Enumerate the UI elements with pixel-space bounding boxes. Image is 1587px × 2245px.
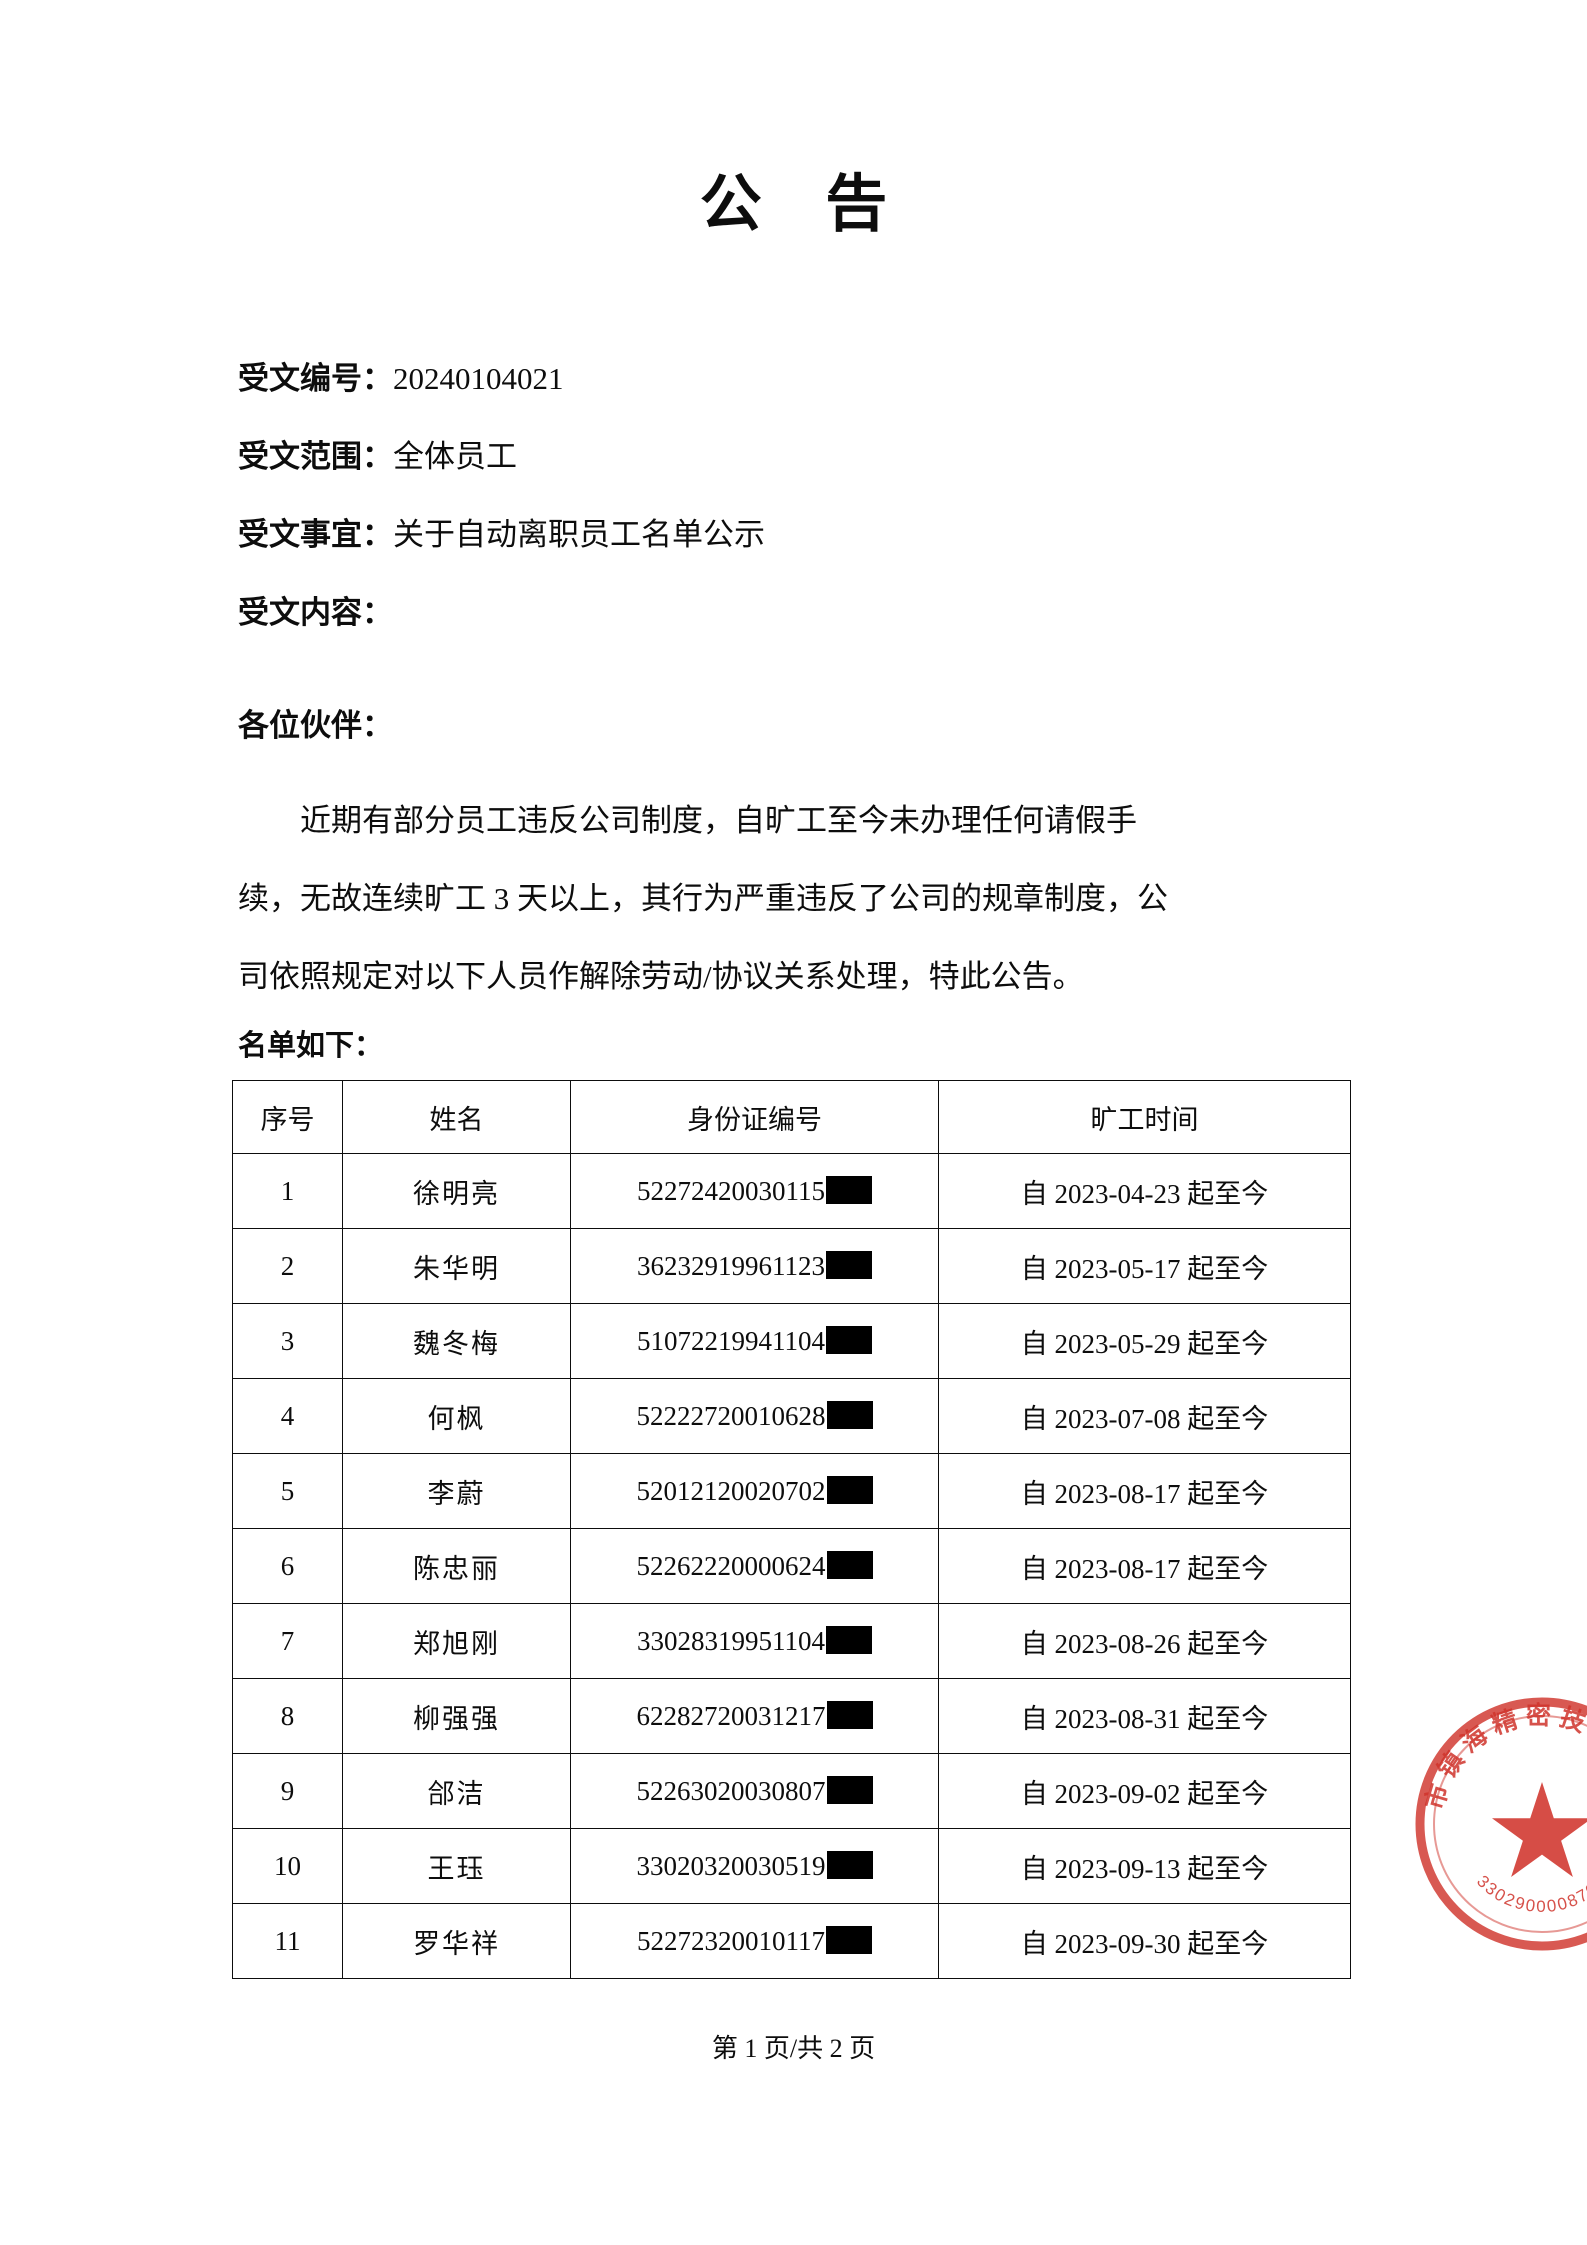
cell-id-number: 51072219941104 [570,1303,939,1379]
cell-index: 3 [232,1303,343,1379]
cell-id-number: 52263020030807 [570,1753,939,1829]
meta-label-content: 受文内容： [238,594,393,630]
cell-id-number: 33028319951104 [570,1603,939,1679]
cell-name: 陈忠丽 [342,1528,571,1604]
cell-id-number: 52272320010117 [570,1903,939,1979]
cell-index: 4 [232,1378,343,1454]
page-title: 公 告 [699,171,912,239]
meta-row-scope: 受文范围： 全体员工 [238,436,1358,478]
cell-name: 李蔚 [342,1453,571,1529]
document-metadata: 受文编号： 20240104021 受文范围： 全体员工 受文事宜： 关于自动离… [238,358,1358,669]
cell-absence-period: 自 2023-04-23 起至今 [938,1153,1351,1229]
cell-absence-period: 自 2023-05-29 起至今 [938,1303,1351,1379]
table-row: 8 柳强强 62282720031217 自 2023-08-31 起至今 [232,1678,1351,1754]
meta-value-scope: 全体员工 [393,438,517,474]
cell-id-number: 33020320030519 [570,1828,939,1904]
column-header-period: 旷工时间 [938,1080,1351,1154]
cell-id-number: 62282720031217 [570,1678,939,1754]
table-row: 11 罗华祥 52272320010117 自 2023-09-30 起至今 [232,1903,1351,1979]
cell-id-number: 52012120020702 [570,1453,939,1529]
svg-text:宁波市镇海精密技术有限公司: 宁波市镇海精密技术有限公司 [1408,1690,1587,1813]
cell-absence-period: 自 2023-09-30 起至今 [938,1903,1351,1979]
table-row: 9 郃洁 52263020030807 自 2023-09-02 起至今 [232,1753,1351,1829]
cell-name: 魏冬梅 [342,1303,571,1379]
cell-name: 罗华祥 [342,1903,571,1979]
cell-name: 郑旭刚 [342,1603,571,1679]
cell-index: 10 [232,1828,343,1904]
absentee-roster-table: 序号 姓名 身份证编号 旷工时间 1 徐明亮 52272420030115 自 202… [232,1080,1351,1979]
cell-absence-period: 自 2023-09-13 起至今 [938,1828,1351,1904]
cell-index: 2 [232,1228,343,1304]
cell-absence-period: 自 2023-07-08 起至今 [938,1378,1351,1454]
meta-label-document-number: 受文编号： [238,361,393,396]
redaction-bar [826,1325,872,1354]
cell-id-number: 52262220000624 [570,1528,939,1604]
table-row: 5 李蔚 52012120020702 自 2023-08-17 起至今 [232,1453,1351,1529]
column-header-index: 序号 [232,1080,343,1154]
table-row: 2 朱华明 36232919961123 自 2023-05-17 起至今 [232,1228,1351,1304]
table-row: 7 郑旭刚 33028319951104 自 2023-08-26 起至今 [232,1603,1351,1679]
redaction-bar [826,1700,873,1729]
column-header-id: 身份证编号 [570,1080,939,1154]
redaction-bar [826,1250,872,1279]
cell-id-number: 52222720010628 [570,1378,939,1454]
cell-name: 朱华明 [342,1228,571,1304]
table-header-row: 序号 姓名 身份证编号 旷工时间 [232,1080,1351,1154]
salutation: 各位伙伴： [238,708,393,743]
svg-text:3302900008708: 3302900008708 [1473,1872,1587,1916]
table-row: 10 王珏 33020320030519 自 2023-09-13 起至今 [232,1828,1351,1904]
redaction-bar [826,1175,872,1204]
cell-absence-period: 自 2023-08-17 起至今 [938,1453,1351,1529]
cell-index: 7 [232,1603,343,1679]
cell-name: 柳强强 [342,1678,571,1754]
table-row: 3 魏冬梅 51072219941104 自 2023-05-29 起至今 [232,1303,1351,1379]
cell-name: 王珏 [342,1828,571,1904]
redaction-bar [826,1400,873,1429]
list-intro: 名单如下： [238,1030,384,1062]
cell-absence-period: 自 2023-08-26 起至今 [938,1603,1351,1679]
table-row: 6 陈忠丽 52262220000624 自 2023-08-17 起至今 [232,1528,1351,1604]
cell-index: 11 [232,1903,343,1979]
meta-value-subject: 关于自动离职员工名单公示 [393,516,765,552]
cell-absence-period: 自 2023-08-17 起至今 [938,1528,1351,1604]
meta-row-subject: 受文事宜： 关于自动离职员工名单公示 [238,514,1358,556]
body-line-1: 近期有部分员工违反公司制度，自旷工至今未办理任何请假手 [238,803,1137,838]
cell-index: 5 [232,1453,343,1529]
cell-name: 徐明亮 [342,1153,571,1229]
company-seal: 宁波市镇海精密技术有限公司 3302900008708 [1392,1667,1587,1958]
cell-name: 郃洁 [342,1753,571,1829]
redaction-bar [826,1475,873,1504]
cell-name: 何枫 [342,1378,571,1454]
cell-id-number: 36232919961123 [570,1228,939,1304]
meta-value-document-number: 20240104021 [393,361,564,396]
table-row: 4 何枫 52222720010628 自 2023-07-08 起至今 [232,1378,1351,1454]
body-line-3: 司依照规定对以下人员作解除劳动/协议关系处理，特此公告。 [238,959,1084,994]
redaction-bar [826,1850,873,1879]
redaction-bar [826,1925,872,1954]
cell-absence-period: 自 2023-09-02 起至今 [938,1753,1351,1829]
meta-label-scope: 受文范围： [238,438,393,474]
meta-row-content: 受文内容： [238,592,1358,634]
redaction-bar [826,1775,873,1804]
table-row: 1 徐明亮 52272420030115 自 2023-04-23 起至今 [232,1153,1351,1229]
redaction-bar [826,1550,873,1579]
cell-index: 9 [232,1753,343,1829]
redaction-bar [826,1625,872,1654]
cell-index: 1 [232,1153,343,1229]
cell-absence-period: 自 2023-08-31 起至今 [938,1678,1351,1754]
body-text: 近期有部分员工违反公司制度，自旷工至今未办理任何请假手 续，无故连续旷工 3 天… [238,782,1346,1016]
meta-row-document-number: 受文编号： 20240104021 [238,358,1358,400]
page-footer: 第 1 页/共 2 页 [711,2034,876,2063]
body-line-2: 续，无故连续旷工 3 天以上，其行为严重违反了公司的规章制度，公 [238,881,1168,916]
cell-id-number: 52272420030115 [570,1153,939,1229]
cell-index: 8 [232,1678,343,1754]
cell-index: 6 [232,1528,343,1604]
cell-absence-period: 自 2023-05-17 起至今 [938,1228,1351,1304]
meta-label-subject: 受文事宜： [238,516,393,552]
column-header-name: 姓名 [342,1080,571,1154]
